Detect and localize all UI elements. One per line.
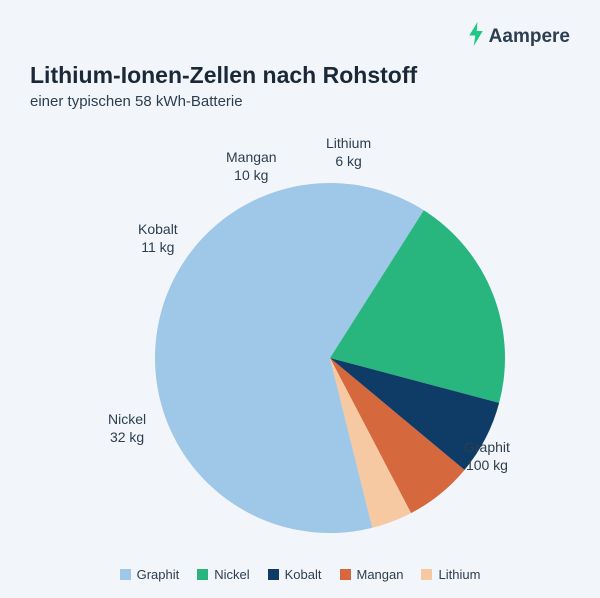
legend-item-kobalt: Kobalt [268, 567, 322, 582]
pie-svg [0, 128, 600, 548]
legend-label: Kobalt [285, 567, 322, 582]
legend-item-mangan: Mangan [340, 567, 404, 582]
legend: Graphit Nickel Kobalt Mangan Lithium [0, 567, 600, 582]
legend-label: Nickel [214, 567, 249, 582]
legend-item-nickel: Nickel [197, 567, 249, 582]
slice-label-value: 100 kg [464, 456, 510, 474]
legend-swatch [340, 569, 351, 580]
slice-label-mangan: Mangan10 kg [226, 148, 277, 184]
slice-label-name: Nickel [108, 410, 146, 428]
legend-item-lithium: Lithium [421, 567, 480, 582]
slice-label-graphit: Graphit100 kg [464, 438, 510, 474]
legend-swatch [421, 569, 432, 580]
chart-title: Lithium-Ionen-Zellen nach Rohstoff [30, 62, 417, 89]
chart-subtitle: einer typischen 58 kWh-Batterie [30, 93, 417, 110]
slice-label-nickel: Nickel32 kg [108, 410, 146, 446]
brand-logo: Aampere [467, 22, 570, 51]
slice-label-kobalt: Kobalt11 kg [138, 220, 178, 256]
chart-header: Lithium-Ionen-Zellen nach Rohstoff einer… [30, 62, 417, 110]
slice-label-name: Graphit [464, 438, 510, 456]
slice-label-name: Mangan [226, 148, 277, 166]
legend-label: Graphit [137, 567, 180, 582]
slice-label-lithium: Lithium6 kg [326, 134, 371, 170]
legend-item-graphit: Graphit [120, 567, 180, 582]
slice-label-value: 11 kg [138, 238, 178, 256]
slice-label-value: 6 kg [326, 152, 371, 170]
slice-label-name: Kobalt [138, 220, 178, 238]
legend-swatch [197, 569, 208, 580]
legend-label: Mangan [357, 567, 404, 582]
legend-swatch [120, 569, 131, 580]
slice-label-value: 10 kg [226, 166, 277, 184]
pie-chart: Graphit100 kg Nickel32 kg Kobalt11 kg Manga… [0, 128, 600, 548]
slice-label-value: 32 kg [108, 428, 146, 446]
bolt-icon [467, 22, 485, 51]
brand-name: Aampere [489, 26, 570, 48]
legend-swatch [268, 569, 279, 580]
legend-label: Lithium [438, 567, 480, 582]
slice-label-name: Lithium [326, 134, 371, 152]
